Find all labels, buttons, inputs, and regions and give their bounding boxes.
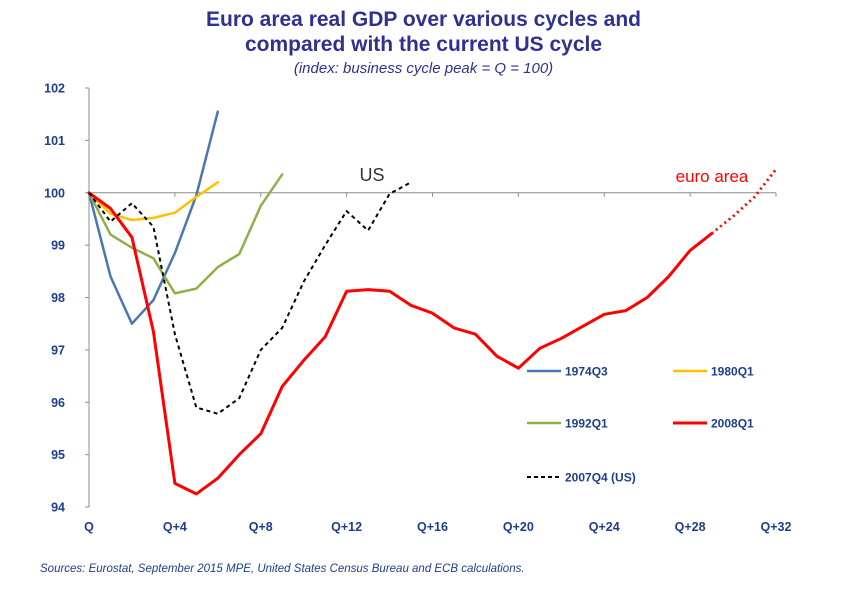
us-annotation: US xyxy=(359,165,384,185)
chart-title-line-1: Euro area real GDP over various cycles a… xyxy=(205,8,641,31)
legend-label-1992q1: 1992Q1 xyxy=(565,417,608,431)
chart-subtitle: (index: business cycle peak = Q = 100) xyxy=(293,60,554,77)
y-tick-label: 97 xyxy=(51,343,65,357)
y-tick-label: 101 xyxy=(44,134,65,148)
x-tick-label: Q+8 xyxy=(249,520,273,534)
x-tick-label: Q+16 xyxy=(417,520,448,534)
y-tick-label: 99 xyxy=(51,239,65,253)
legend-label-2007q4-us: 2007Q4 (US) xyxy=(565,471,636,485)
chart-title-line-2: compared with the current US cycle xyxy=(244,33,603,56)
chart-source-note: Sources: Eurostat, September 2015 MPE, U… xyxy=(40,563,525,575)
x-tick-label: Q+28 xyxy=(675,520,706,534)
x-tick-label: Q+4 xyxy=(163,520,187,534)
x-tick-label: Q+32 xyxy=(761,520,792,534)
legend-label-2008q1: 2008Q1 xyxy=(711,417,754,431)
y-tick-label: 96 xyxy=(51,396,65,410)
series-line-2007q4-us xyxy=(88,181,412,415)
series-line-2008q1 xyxy=(87,191,714,496)
y-tick-label: 95 xyxy=(51,448,65,462)
y-tick-label: 102 xyxy=(44,82,65,96)
series-line-1992q1 xyxy=(87,173,284,295)
x-tick-label: Q+24 xyxy=(589,520,620,534)
x-tick-label: Q+12 xyxy=(331,520,362,534)
euro-area-annotation: euro area xyxy=(676,167,749,186)
legend-label-1974q3: 1974Q3 xyxy=(565,365,608,379)
y-tick-label: 98 xyxy=(51,291,65,305)
x-tick-label: Q+20 xyxy=(503,520,534,534)
legend-label-1980q1: 1980Q1 xyxy=(711,365,754,379)
series-line-1980q1 xyxy=(87,181,220,222)
y-tick-label: 94 xyxy=(51,501,65,515)
x-tick-label: Q xyxy=(84,520,94,534)
y-tick-label: 100 xyxy=(44,186,65,200)
